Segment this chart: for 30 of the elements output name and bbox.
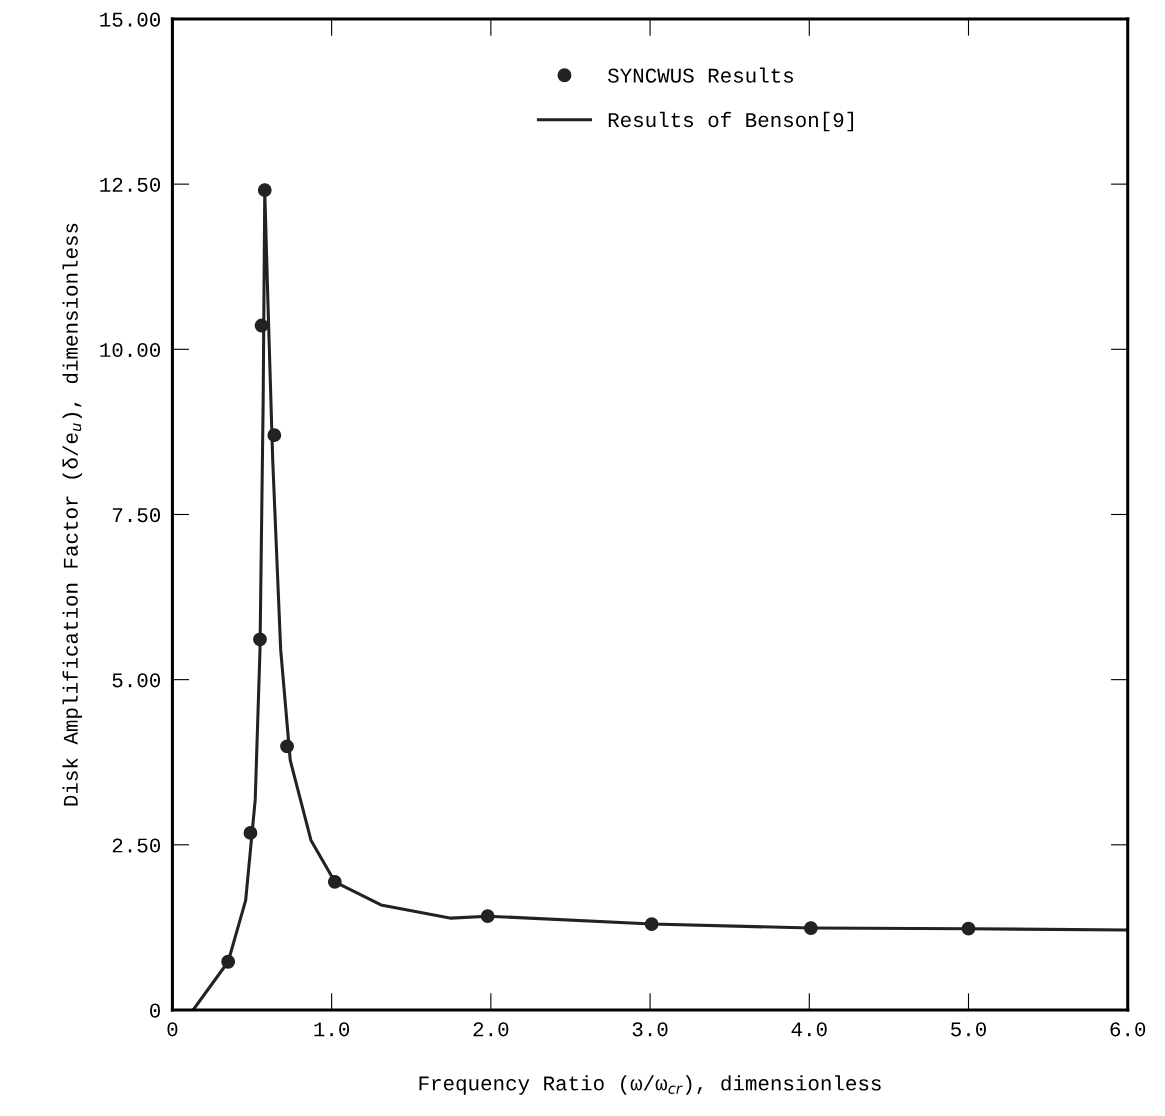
point	[803, 921, 818, 935]
point	[961, 921, 976, 936]
y-tick-label: 2.50	[112, 838, 161, 853]
x-tick-label: 0	[167, 1022, 178, 1037]
x-tick-label: 6.0	[1110, 1022, 1146, 1037]
point	[221, 954, 236, 969]
y-tick-label: 7.50	[112, 508, 161, 523]
point	[257, 183, 272, 197]
y-tick-label: 12.50	[100, 177, 161, 192]
y-tick-label: 5.00	[112, 673, 161, 688]
x-tick-label: 4.0	[791, 1022, 827, 1037]
x-axis-title: Frequency Ratio (ω/ω$_{cr}$), dimensionless	[419, 1075, 881, 1095]
point	[253, 632, 267, 647]
point	[644, 917, 659, 931]
y-tick-label: 15.00	[100, 12, 161, 27]
x-tick-label: 5.0	[951, 1022, 986, 1037]
point	[280, 739, 294, 754]
legend-label: SYNCWUS Results	[607, 67, 793, 83]
point	[254, 318, 269, 333]
point	[480, 909, 495, 924]
point	[267, 428, 282, 443]
point	[243, 826, 258, 840]
x-tick-label: 1.0	[314, 1022, 350, 1037]
x-tick-label: 2.0	[473, 1022, 509, 1037]
legend-label: Results of Benson[9]	[608, 111, 854, 132]
y-tick-label: 0	[150, 1003, 161, 1018]
y-tick-label: 10.00	[100, 342, 161, 358]
point	[327, 874, 342, 889]
x-tick-label: 3.0	[632, 1022, 668, 1037]
y-axis-title: Disk Amplification Factor (δ/e$_{u}$), dimensionless	[62, 223, 82, 806]
